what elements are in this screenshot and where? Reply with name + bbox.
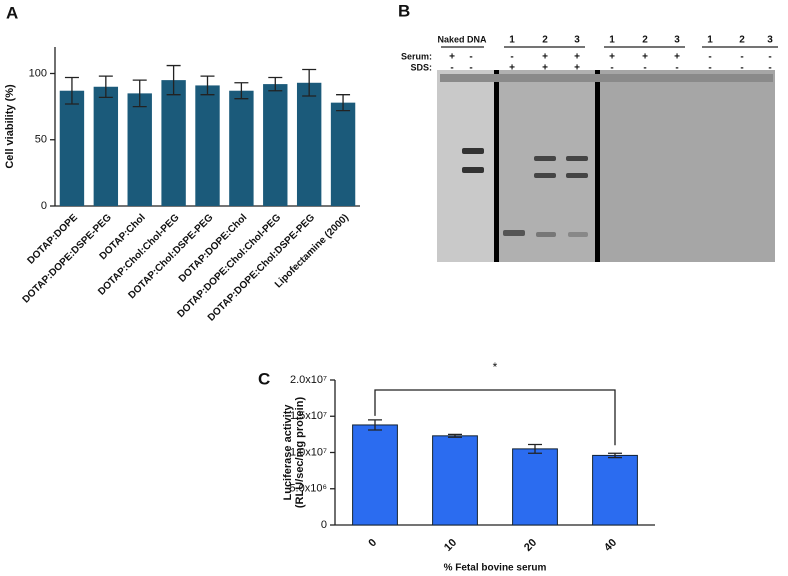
error-bar: [448, 433, 462, 438]
lane-number: 2: [542, 35, 548, 46]
error-bar: [302, 68, 317, 97]
band: [462, 148, 484, 154]
lane-number: 1: [707, 35, 713, 46]
y-tick-label: 1.0x10⁷: [290, 446, 327, 458]
sign: -: [740, 63, 743, 74]
row-label: SDS:: [410, 62, 432, 72]
y-axis-label: (RLU/sec/mg protein): [294, 397, 306, 509]
error-bar: [166, 64, 181, 96]
y-tick-label: 0: [321, 519, 327, 531]
y-axis-label: Cell viability (%): [4, 84, 16, 169]
x-tick-label: 0: [366, 537, 379, 550]
x-axis-label: % Fetal bovine serum: [444, 563, 547, 574]
sign: +: [674, 52, 680, 63]
y-tick-label: 0: [41, 200, 47, 212]
lane-number: 3: [767, 35, 773, 46]
panel-label: A: [6, 3, 18, 22]
lane-number: 3: [674, 35, 680, 46]
error-bar: [608, 452, 622, 459]
sign: -: [643, 63, 646, 74]
bar: [592, 454, 638, 526]
bar: [229, 90, 254, 206]
significance-bracket: [374, 389, 616, 446]
band: [566, 156, 588, 161]
bar: [59, 90, 85, 206]
bar: [263, 84, 288, 206]
lane-number: 1: [609, 35, 615, 46]
y-tick-label: 2.0x10⁷: [290, 374, 327, 386]
panel-label: B: [398, 1, 410, 20]
lane-header: Naked DNA: [437, 34, 487, 44]
bar: [195, 85, 220, 206]
sign: -: [740, 52, 743, 63]
sign: -: [469, 52, 472, 63]
sign: +: [542, 63, 548, 74]
gel-section: [437, 70, 497, 262]
error-bar: [64, 76, 79, 105]
bar: [432, 435, 478, 526]
band: [536, 232, 556, 237]
lane-number: 3: [574, 35, 580, 46]
y-tick-label: 50: [35, 134, 47, 146]
bar: [127, 93, 152, 206]
sign: +: [642, 52, 648, 63]
band: [503, 230, 525, 236]
bar: [352, 424, 398, 526]
sign: -: [469, 63, 472, 74]
error-bar: [98, 75, 113, 98]
sign: -: [510, 52, 513, 63]
error-bar: [132, 79, 147, 108]
gel-image: [437, 70, 775, 262]
sign: +: [574, 52, 580, 63]
error-bar: [268, 76, 283, 92]
y-tick-label: 1.5x10⁷: [290, 410, 327, 422]
error-bar: [336, 94, 351, 112]
sign: -: [708, 63, 711, 74]
error-bar: [234, 82, 249, 100]
wells: [440, 74, 773, 82]
sign: -: [675, 63, 678, 74]
sign: +: [542, 52, 548, 63]
sign: -: [708, 52, 711, 63]
band: [462, 167, 484, 173]
sign: -: [610, 63, 613, 74]
lane-number: 2: [739, 35, 745, 46]
band: [534, 173, 556, 178]
bar: [330, 102, 356, 206]
error-bar: [368, 419, 382, 431]
panel-label: C: [258, 369, 270, 388]
bar: [93, 86, 119, 206]
error-bar: [200, 75, 215, 96]
band: [534, 156, 556, 161]
lane-number: 1: [509, 35, 515, 46]
separator: [494, 70, 499, 262]
bar: [512, 448, 558, 526]
lane-number: 2: [642, 35, 648, 46]
separator: [595, 70, 600, 262]
sign: +: [449, 52, 455, 63]
bar: [296, 82, 322, 206]
sign: +: [574, 63, 580, 74]
band: [568, 232, 588, 237]
y-tick-label: 5.0x10⁶: [289, 483, 327, 495]
gel-section: [600, 70, 775, 262]
annotation: *: [493, 360, 498, 374]
sign: -: [450, 63, 453, 74]
row-label: Serum:: [401, 51, 432, 61]
error-bar: [528, 443, 542, 454]
y-tick-label: 100: [29, 67, 47, 79]
sign: -: [768, 63, 771, 74]
bar: [161, 80, 186, 206]
sign: +: [509, 63, 515, 74]
y-axis-label: Luciferase activity: [282, 404, 294, 501]
sign: -: [768, 52, 771, 63]
x-tick-label: 40: [602, 537, 619, 554]
sign: +: [609, 52, 615, 63]
band: [566, 173, 588, 178]
x-tick-label: 20: [522, 537, 539, 554]
x-tick-label: 10: [442, 537, 459, 554]
